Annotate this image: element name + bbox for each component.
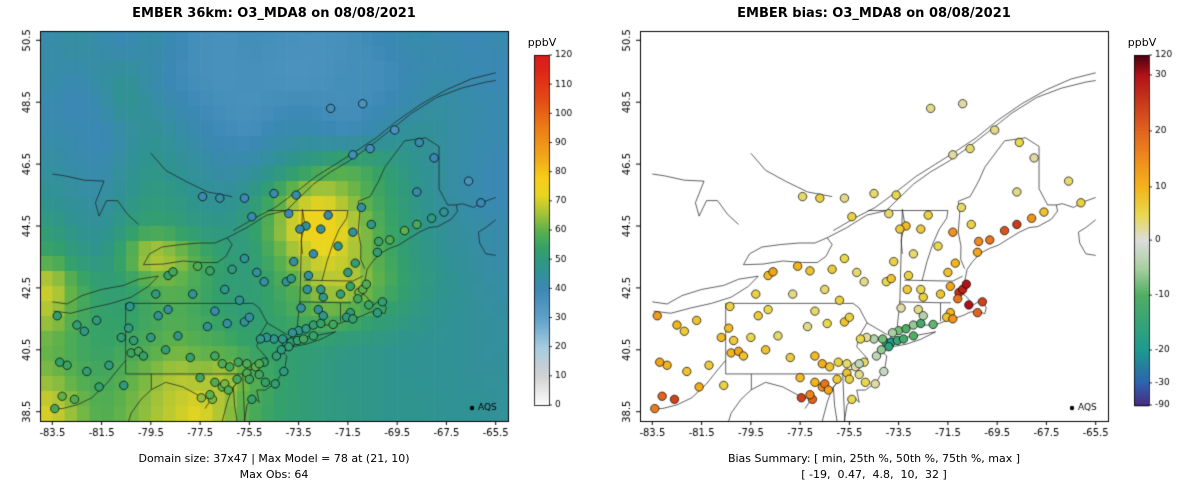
model-title: EMBER 36km: O3_MDA8 on 08/08/2021 [132, 6, 416, 21]
model-caption-line2: Max Obs: 64 [239, 468, 309, 481]
bias-colorbar-title: ppbV [1127, 36, 1157, 49]
bias-caption-line1: Bias Summary: [ min, 25th %, 50th %, 75t… [727, 452, 1021, 465]
panel-model: EMBER 36km: O3_MDA8 on 08/08/2021 ppbV D… [0, 0, 600, 502]
model-caption-line1: Domain size: 37x47 | Max Model = 78 at (… [138, 452, 410, 465]
model-map-canvas [0, 0, 600, 502]
panel-bias: EMBER bias: O3_MDA8 on 08/08/2021 ppbV B… [600, 0, 1200, 502]
model-colorbar-title: ppbV [527, 36, 557, 49]
bias-caption-line2: [ -19, 0.47, 4.8, 10, 32 ] [801, 468, 947, 481]
bias-map-canvas [600, 0, 1200, 502]
bias-title: EMBER bias: O3_MDA8 on 08/08/2021 [737, 6, 1011, 21]
